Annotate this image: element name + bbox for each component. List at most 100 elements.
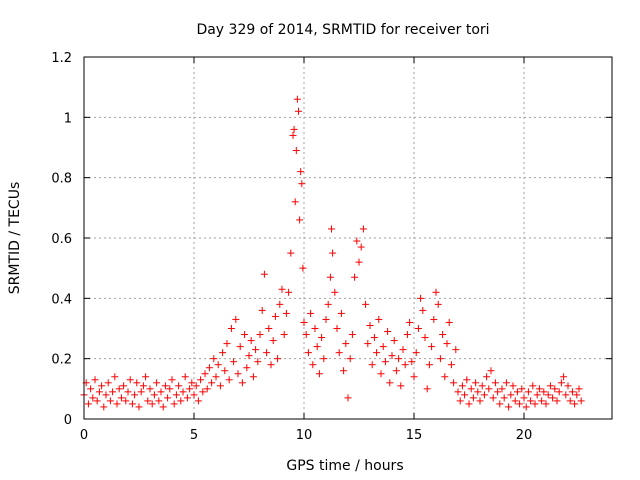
data-point (355, 258, 363, 266)
data-point (214, 361, 222, 369)
data-point (292, 147, 300, 155)
data-point (577, 397, 585, 405)
data-point (128, 400, 136, 408)
data-point (452, 346, 460, 354)
data-point (566, 397, 574, 405)
data-point (186, 385, 194, 393)
data-point (161, 382, 169, 390)
data-point (168, 376, 176, 384)
data-point (212, 373, 220, 381)
data-point (106, 397, 114, 405)
data-point (194, 397, 202, 405)
data-point (298, 180, 306, 188)
data-point (139, 382, 147, 390)
data-point (436, 355, 444, 363)
data-point (320, 355, 328, 363)
data-point (256, 331, 264, 339)
data-point (210, 355, 218, 363)
data-point (368, 361, 376, 369)
data-point (518, 385, 526, 393)
data-point (241, 331, 249, 339)
x-tick-label: 5 (190, 428, 198, 443)
data-point (137, 388, 145, 396)
data-point (258, 306, 266, 314)
data-point (397, 382, 405, 390)
data-point (375, 315, 383, 323)
data-point (102, 391, 110, 399)
data-point (293, 95, 301, 103)
data-point (498, 385, 506, 393)
data-point (529, 382, 537, 390)
data-point (199, 388, 207, 396)
data-point (551, 385, 559, 393)
data-point (201, 370, 209, 378)
data-point (89, 394, 97, 402)
data-point (377, 370, 385, 378)
data-point (388, 352, 396, 360)
data-point (500, 394, 508, 402)
data-point (208, 379, 216, 387)
data-point (172, 391, 180, 399)
data-point (474, 388, 482, 396)
data-point (282, 309, 290, 317)
data-point (560, 373, 568, 381)
data-point (142, 373, 150, 381)
data-point (403, 331, 411, 339)
data-point (533, 391, 541, 399)
y-tick-label: 1 (64, 111, 72, 126)
axis-ticks (83, 56, 612, 420)
data-points (80, 95, 585, 411)
data-point (516, 400, 524, 408)
data-point (384, 328, 392, 336)
data-point (315, 370, 323, 378)
y-tick-label: 1.2 (51, 51, 72, 66)
data-point (87, 385, 95, 393)
data-point (254, 358, 262, 366)
data-point (299, 264, 307, 272)
data-point (133, 379, 141, 387)
data-point (157, 388, 165, 396)
data-point (439, 331, 447, 339)
data-point (381, 358, 389, 366)
data-point (205, 364, 213, 372)
data-point (540, 388, 548, 396)
data-point (555, 388, 563, 396)
data-point (291, 198, 299, 206)
data-point (146, 385, 154, 393)
data-point (322, 315, 330, 323)
data-point (234, 370, 242, 378)
data-point (432, 288, 440, 296)
data-point (531, 400, 539, 408)
data-point (408, 358, 416, 366)
data-point (318, 334, 326, 342)
data-point (324, 300, 332, 308)
data-point (489, 394, 497, 402)
x-tick-label: 15 (406, 428, 423, 443)
data-point (329, 249, 337, 257)
data-point (313, 343, 321, 351)
data-point (465, 400, 473, 408)
data-point (379, 343, 387, 351)
data-point (219, 349, 227, 357)
data-point (335, 349, 343, 357)
data-point (227, 325, 235, 332)
data-point (170, 400, 178, 408)
data-point (309, 361, 317, 369)
data-point (373, 349, 381, 357)
data-point (546, 382, 554, 390)
data-point (423, 385, 431, 393)
data-point (84, 400, 92, 408)
data-point (348, 331, 356, 339)
chart-title: Day 329 of 2014, SRMTID for receiver tor… (196, 22, 489, 38)
data-point (230, 358, 238, 366)
data-point (571, 400, 579, 408)
data-point (344, 394, 352, 402)
data-point (549, 394, 557, 402)
data-point (148, 400, 156, 408)
data-point (192, 382, 200, 390)
data-point (575, 385, 583, 393)
data-point (290, 125, 298, 133)
data-point (245, 352, 253, 360)
data-point (447, 361, 455, 369)
data-point (428, 343, 436, 351)
